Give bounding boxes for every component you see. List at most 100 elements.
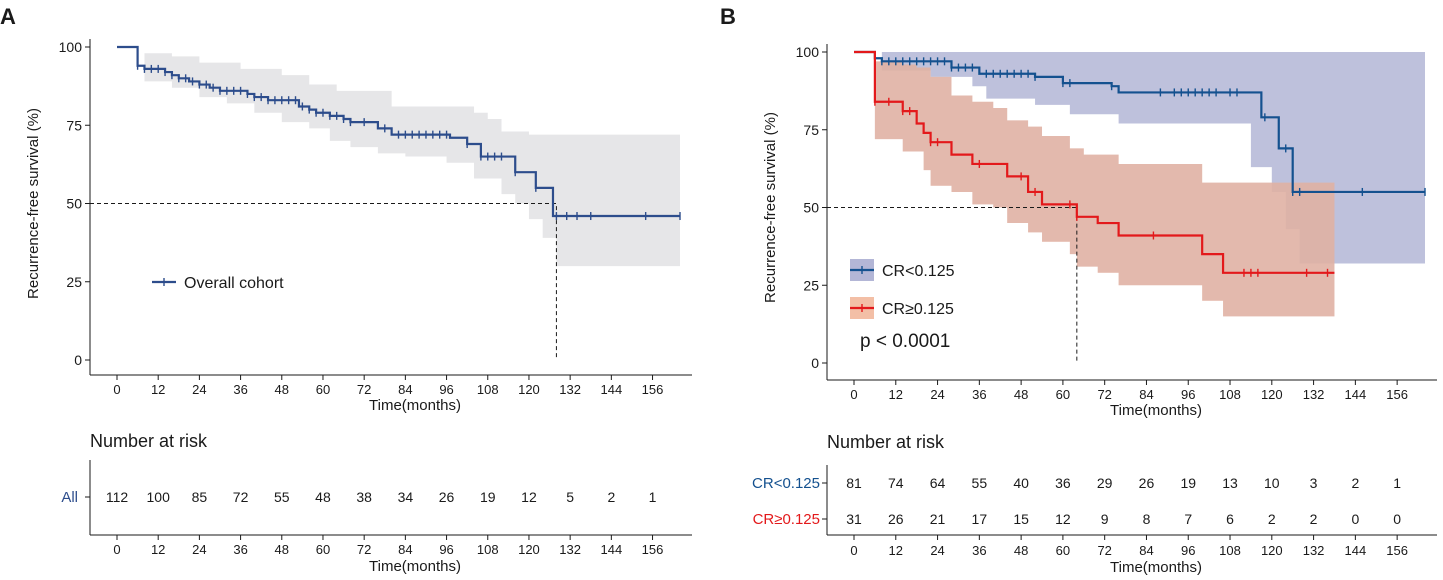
x-tick-label: 132 (559, 382, 581, 397)
x-tick-label: 60 (316, 382, 330, 397)
legend-label: CR<0.125 (882, 263, 955, 280)
risk-x-tick-label: 24 (192, 542, 206, 557)
y-tick-label: 25 (66, 274, 82, 290)
risk-count: 85 (192, 489, 208, 505)
risk-x-tick-label: 60 (316, 542, 330, 557)
risk-count: 10 (1264, 475, 1280, 491)
risk-count: 112 (106, 489, 129, 505)
x-tick-label: 24 (192, 382, 206, 397)
risk-x-tick-label: 156 (1386, 543, 1408, 558)
risk-count: 48 (315, 489, 331, 505)
risk-count: 15 (1013, 511, 1029, 527)
risk-x-tick-label: 12 (889, 543, 903, 558)
x-tick-label: 60 (1056, 387, 1070, 402)
ci-band-1 (854, 52, 1425, 264)
x-tick-label: 144 (1345, 387, 1367, 402)
x-tick-label: 0 (113, 382, 120, 397)
y-tick-label: 75 (66, 117, 82, 133)
risk-x-tick-label: 72 (1097, 543, 1111, 558)
risk-x-tick-label: 144 (600, 542, 622, 557)
risk-x-tick-label: 36 (972, 543, 986, 558)
risk-x-tick-label: 84 (1139, 543, 1153, 558)
risk-x-tick-label: 60 (1056, 543, 1070, 558)
risk-count: 8 (1143, 511, 1151, 527)
x-tick-label: 156 (642, 382, 664, 397)
y-tick-label: 100 (796, 44, 820, 60)
risk-row-label: CR<0.125 (752, 475, 820, 492)
y-axis-title: Recurrence-free survival (%) (25, 108, 42, 299)
x-tick-label: 84 (398, 382, 412, 397)
risk-count: 5 (566, 489, 574, 505)
risk-count: 29 (1097, 475, 1113, 491)
risk-row-label: All (61, 489, 78, 506)
y-tick-label: 50 (66, 196, 82, 212)
risk-count: 17 (972, 511, 988, 527)
y-tick-label: 75 (803, 122, 819, 138)
risk-x-tick-label: 72 (357, 542, 371, 557)
x-tick-label: 48 (1014, 387, 1028, 402)
risk-count: 0 (1351, 511, 1359, 527)
survival-curve-2 (854, 50, 1335, 274)
x-tick-label: 84 (1139, 387, 1153, 402)
risk-count: 74 (888, 475, 904, 491)
x-tick-label: 120 (518, 382, 540, 397)
x-tick-label: 36 (233, 382, 247, 397)
risk-x-tick-label: 144 (1345, 543, 1367, 558)
risk-x-tick-label: 108 (477, 542, 499, 557)
y-tick-label: 25 (803, 277, 819, 293)
y-tick-label: 0 (811, 355, 819, 371)
risk-count: 12 (521, 489, 537, 505)
risk-x-tick-label: 48 (1014, 543, 1028, 558)
risk-count: 64 (930, 475, 946, 491)
risk-x-tick-label: 12 (151, 542, 165, 557)
risk-count: 9 (1101, 511, 1109, 527)
risk-x-tick-label: 84 (398, 542, 412, 557)
x-tick-label: 24 (930, 387, 944, 402)
panel-a: 0 25 50 75 100 0 12 24 36 48 60 72 84 96 108 120 132 144 1… (25, 39, 692, 575)
panel-label-a: A (0, 4, 16, 29)
x-tick-label: 144 (600, 382, 622, 397)
risk-count: 19 (480, 489, 496, 505)
risk-count: 26 (439, 489, 455, 505)
risk-count: 31 (846, 511, 862, 527)
risk-x-tick-label: 156 (642, 542, 664, 557)
risk-x-tick-label: 120 (518, 542, 540, 557)
x-axis-title: Time(months) (369, 397, 461, 414)
risk-count: 26 (888, 511, 904, 527)
x-tick-label: 96 (439, 382, 453, 397)
y-tick-label: 100 (59, 39, 83, 55)
risk-x-tick-label: 120 (1261, 543, 1283, 558)
y-axis-title: Recurrence-free survival (%) (762, 112, 779, 303)
risk-count: 55 (274, 489, 290, 505)
median-reference-line (827, 207, 1078, 363)
risk-count: 81 (846, 475, 862, 491)
median-reference-line (90, 203, 557, 360)
x-tick-label: 108 (477, 382, 499, 397)
risk-count: 7 (1184, 511, 1192, 527)
risk-x-axis-title: Time(months) (369, 558, 461, 575)
x-tick-label: 72 (1097, 387, 1111, 402)
x-tick-label: 36 (972, 387, 986, 402)
risk-count: 13 (1222, 475, 1238, 491)
risk-count: 26 (1139, 475, 1155, 491)
survival-curve-1 (117, 45, 680, 218)
legend-label: CR≥0.125 (882, 301, 954, 318)
risk-x-tick-label: 96 (1181, 543, 1195, 558)
risk-table-title: Number at risk (90, 431, 208, 451)
risk-x-tick-label: 132 (559, 542, 581, 557)
risk-x-tick-label: 48 (275, 542, 289, 557)
x-tick-label: 72 (357, 382, 371, 397)
risk-x-tick-label: 96 (439, 542, 453, 557)
risk-count: 1 (649, 489, 657, 505)
risk-x-tick-label: 0 (850, 543, 857, 558)
x-tick-label: 12 (889, 387, 903, 402)
x-tick-label: 96 (1181, 387, 1195, 402)
risk-table-title: Number at risk (827, 432, 945, 452)
risk-count: 21 (930, 511, 946, 527)
y-tick-label: 0 (74, 352, 82, 368)
x-tick-label: 108 (1219, 387, 1241, 402)
legend-label: Overall cohort (184, 275, 284, 292)
risk-count: 2 (1310, 511, 1318, 527)
risk-count: 34 (398, 489, 414, 505)
